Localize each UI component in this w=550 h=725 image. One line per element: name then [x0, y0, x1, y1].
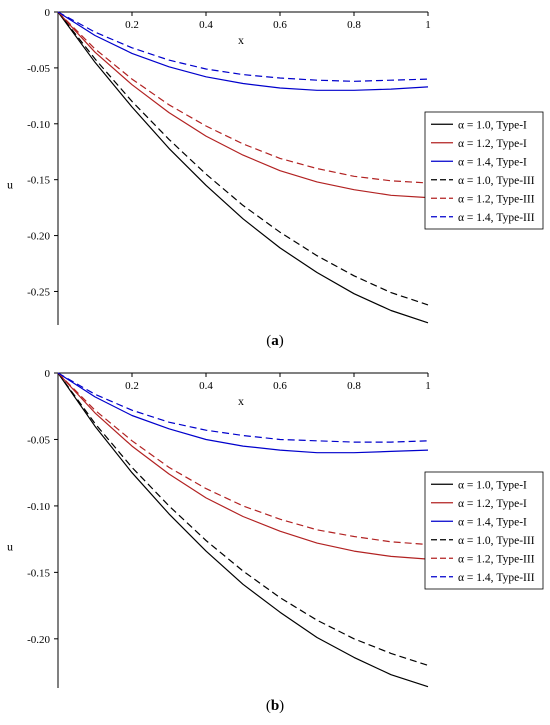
- series-line-3: [57, 11, 429, 91]
- y-tick-label: -0.20: [27, 231, 50, 243]
- legend-entry: α = 1.0, Type-III: [458, 175, 535, 187]
- series-line-1: [57, 11, 429, 324]
- y-tick-label: 0: [45, 368, 51, 380]
- legend-entry: α = 1.4, Type-III: [458, 572, 535, 584]
- series-line-6: [57, 372, 429, 443]
- x-tick-label: 0.4: [199, 380, 213, 392]
- legend-entry: α = 1.4, Type-I: [458, 516, 527, 528]
- legend-entry: α = 1.2, Type-I: [458, 498, 527, 510]
- legend-entry: α = 1.2, Type-I: [458, 138, 527, 150]
- y-tick-label: -0.05: [27, 434, 50, 446]
- y-tick-label: -0.15: [27, 175, 50, 187]
- legend-entry: α = 1.4, Type-III: [458, 212, 535, 224]
- series-line-4: [57, 372, 429, 666]
- chart-panel-b: 0.2 0.4 0.6 0.8 1 0 -0.05 -0.10 -0.15 -0.20 x u α = …: [7, 368, 544, 714]
- series-line-5: [57, 372, 429, 546]
- x-tick-label: 0.4: [199, 19, 213, 31]
- series-line-1: [57, 372, 429, 688]
- y-axis-label: u: [7, 178, 13, 192]
- series-line-4: [57, 11, 429, 306]
- panel-label: (a): [266, 333, 284, 349]
- legend-entry: α = 1.0, Type-III: [458, 535, 535, 547]
- x-tick-label: 1: [425, 19, 431, 31]
- legend-box: [424, 471, 544, 590]
- y-axis-label: u: [7, 540, 13, 554]
- x-tick-label: 0.2: [125, 19, 139, 31]
- x-tick-label: 0.8: [347, 380, 361, 392]
- series-line-2: [57, 372, 429, 560]
- legend-entry: α = 1.0, Type-I: [458, 479, 527, 491]
- x-tick-label: 0.2: [125, 380, 139, 392]
- legend-entry: α = 1.2, Type-III: [458, 553, 535, 565]
- y-tick-label: -0.25: [27, 286, 50, 298]
- y-tick-label: -0.10: [27, 119, 50, 131]
- x-axis-label: x: [238, 394, 244, 408]
- x-tick-label: 0.8: [347, 19, 361, 31]
- y-tick-label: -0.05: [27, 63, 50, 75]
- x-tick-label: 0.6: [273, 380, 287, 392]
- legend-box: [424, 111, 544, 230]
- x-tick-label: 1: [425, 380, 431, 392]
- panel-letter: a: [271, 333, 279, 349]
- y-tick-label: -0.15: [27, 567, 50, 579]
- legend-entry: α = 1.2, Type-III: [458, 193, 535, 205]
- legend-entry: α = 1.0, Type-I: [458, 119, 527, 131]
- series-line-2: [57, 11, 429, 199]
- panel-label: (b): [266, 698, 284, 714]
- y-tick-label: -0.10: [27, 501, 50, 513]
- series-line-3: [57, 372, 429, 454]
- y-tick-label: -0.20: [27, 634, 50, 646]
- series-line-6: [57, 11, 429, 82]
- series-line-5: [57, 11, 429, 184]
- panel-letter: b: [271, 698, 279, 714]
- x-tick-label: 0.6: [273, 19, 287, 31]
- legend-entry: α = 1.4, Type-I: [458, 156, 527, 168]
- x-axis-label: x: [238, 33, 244, 47]
- chart-panel-a: 0.2 0.4 0.6 0.8 1 0 -0.05 -0.10 -0.15 -0.20 -0.25 x…: [7, 7, 544, 349]
- y-tick-label: 0: [45, 7, 51, 19]
